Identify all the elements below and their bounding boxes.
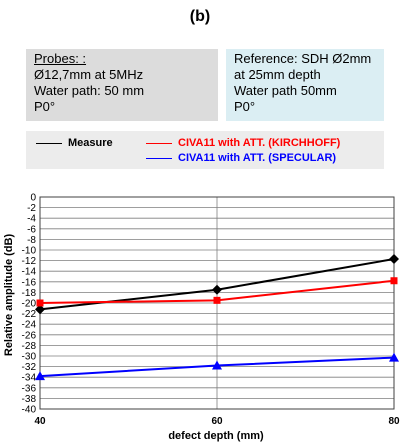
x-tick-label: 60 — [211, 416, 223, 427]
probes-line-water-path: Water path: 50 mm — [34, 83, 145, 98]
probes-line-diameter: Ø12,7mm at 5MHz — [34, 67, 144, 82]
probes-title: Probes: : — [34, 51, 87, 66]
legend-item-specular: CIVA11 with ATT. (SPECULAR) — [146, 152, 336, 164]
panel-label: (b) — [189, 8, 211, 25]
reference-line-depth: at 25mm depth — [234, 67, 321, 82]
legend-swatch-measure — [36, 142, 62, 144]
y-tick-label: -10 — [22, 246, 37, 257]
y-axis-label: Relative amplitude (dB) — [3, 234, 15, 357]
legend: Measure CIVA11 with ATT. (KIRCHHOFF) CIV… — [26, 131, 384, 169]
data-point-measure — [212, 284, 222, 295]
legend-swatch-kirchhoff — [146, 142, 172, 144]
legend-swatch-specular — [146, 157, 172, 159]
y-tick-label: -20 — [22, 299, 37, 310]
data-point-specular — [35, 371, 45, 381]
y-tick-label: -18 — [22, 288, 37, 299]
y-tick-label: -32 — [22, 362, 37, 373]
y-tick-label: -24 — [22, 320, 37, 331]
y-tick-label: -6 — [27, 224, 36, 235]
data-point-kirchhoff — [390, 277, 398, 285]
y-tick-label: -16 — [22, 277, 37, 288]
y-tick-label: -8 — [27, 235, 36, 246]
data-point-kirchhoff — [213, 296, 221, 304]
y-tick-label: -38 — [22, 394, 37, 405]
y-tick-label: -14 — [22, 267, 37, 278]
data-point-specular — [389, 352, 399, 362]
y-tick-label: -28 — [22, 341, 37, 352]
legend-label-kirchhoff: CIVA11 with ATT. (KIRCHHOFF) — [178, 137, 341, 149]
probes-info-box: Probes: : Ø12,7mm at 5MHz Water path: 50… — [26, 49, 218, 121]
y-tick-label: 0 — [30, 193, 36, 204]
y-tick-label: -40 — [22, 405, 37, 416]
legend-label-specular: CIVA11 with ATT. (SPECULAR) — [178, 152, 337, 164]
y-tick-label: -36 — [22, 383, 37, 394]
y-tick-label: -34 — [22, 373, 37, 384]
legend-item-measure: Measure — [36, 137, 113, 149]
y-tick-label: -30 — [22, 352, 37, 363]
y-tick-label: -12 — [22, 256, 37, 267]
x-tick-label: 80 — [388, 416, 400, 427]
legend-item-kirchhoff: CIVA11 with ATT. (KIRCHHOFF) — [146, 137, 340, 149]
series-layer — [35, 254, 399, 381]
y-tick-label: -4 — [27, 214, 36, 225]
reference-line-water-path: Water path 50mm — [234, 83, 337, 98]
data-point-measure — [389, 254, 399, 265]
reference-info-box: Reference: SDH Ø2mm at 25mm depth Water … — [226, 49, 384, 121]
y-tick-label: -22 — [22, 309, 37, 320]
data-point-specular — [212, 360, 222, 370]
data-point-kirchhoff — [36, 299, 44, 307]
line-chart: -40-38-36-34-32-30-28-26-24-22-20-18-16-… — [3, 193, 400, 443]
probes-line-angle: P0° — [34, 99, 56, 114]
x-tick-label: 40 — [34, 416, 46, 427]
x-axis-label: defect depth (mm) — [168, 430, 264, 442]
y-tick-label: -2 — [27, 203, 36, 214]
reference-line-sdh: Reference: SDH Ø2mm — [234, 51, 372, 66]
data-point-measure — [35, 304, 45, 315]
legend-label-measure: Measure — [68, 137, 113, 149]
y-tick-label: -26 — [22, 330, 37, 341]
reference-line-angle: P0° — [234, 99, 256, 114]
tick-layer: -40-38-36-34-32-30-28-26-24-22-20-18-16-… — [22, 193, 400, 428]
